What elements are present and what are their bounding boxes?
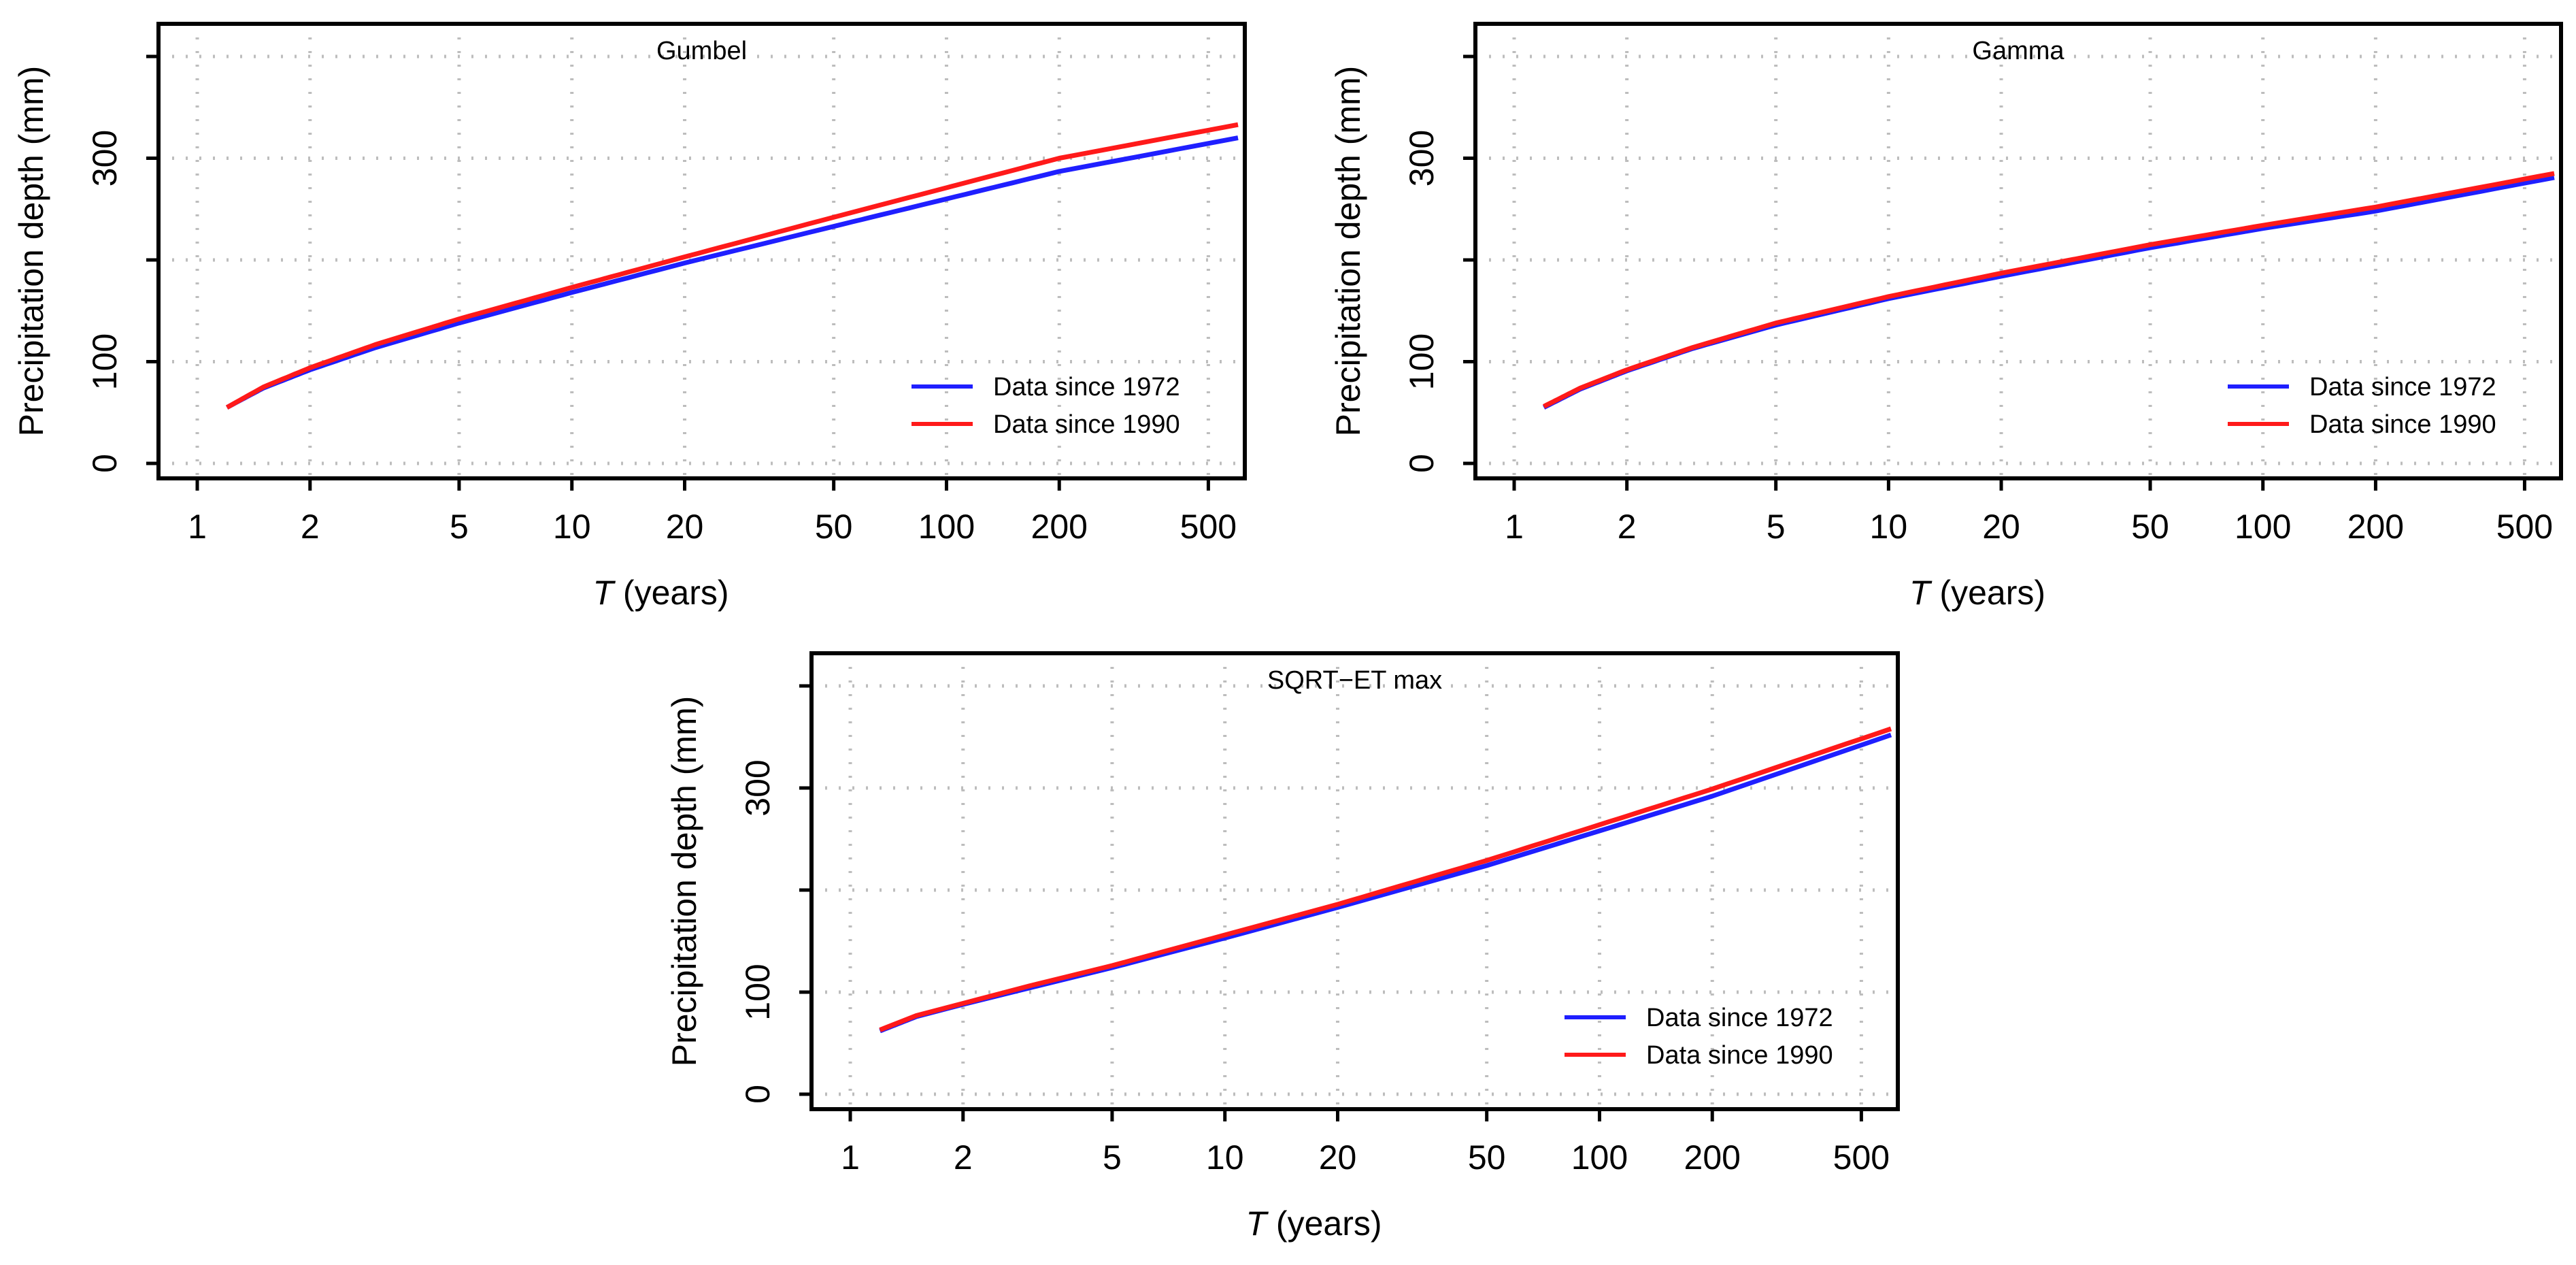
- panel-title: SQRT−ET max: [1267, 666, 1442, 695]
- x-tick-label: 10: [1206, 1138, 1244, 1177]
- panel-title: Gumbel: [656, 37, 747, 65]
- y-tick-label: 300: [86, 130, 124, 186]
- x-tick-label: 1: [188, 508, 207, 546]
- x-tick-label: 20: [1982, 508, 2020, 546]
- x-axis-label-rest: (years): [1267, 1204, 1382, 1243]
- y-tick-label: 0: [739, 1085, 777, 1104]
- x-axis-label: T (years): [1909, 574, 2045, 612]
- y-tick-label: 100: [86, 333, 124, 390]
- series-line-1990: [225, 122, 1239, 410]
- y-tick-label: 100: [1403, 333, 1441, 390]
- plot-frame: [1473, 22, 2563, 480]
- x-axis-label-italic: T: [592, 574, 616, 612]
- legend-label-1990: Data since 1990: [1646, 1041, 1833, 1070]
- x-tick-label: 10: [553, 508, 591, 546]
- x-tick-label: 5: [1103, 1138, 1122, 1177]
- x-tick-label: 2: [301, 508, 320, 546]
- legend-label-1972: Data since 1972: [1646, 1004, 1833, 1032]
- x-tick-label: 1: [1505, 508, 1524, 546]
- x-tick-label: 100: [1571, 1138, 1628, 1177]
- x-tick-label: 500: [1180, 508, 1237, 546]
- x-tick-label: 50: [1468, 1138, 1506, 1177]
- series-line-1990: [1542, 171, 2555, 409]
- series-line-1990: [879, 726, 1892, 1032]
- x-axis-label: T (years): [592, 574, 729, 612]
- y-axis-label: Precipitation depth (mm): [665, 696, 703, 1067]
- x-tick-label: 20: [666, 508, 704, 546]
- x-tick-label: 200: [1031, 508, 1088, 546]
- chart-panel-2: 1 2 5 10 20 50 100 200 500 0 100 300 Gamma T (years) P…: [1329, 22, 2563, 612]
- x-tick-label: 50: [2131, 508, 2169, 546]
- x-tick-label: 500: [2496, 508, 2553, 546]
- x-axis-label: T (years): [1245, 1204, 1382, 1243]
- chart-panel-3: 1 2 5 10 20 50 100 200 500 0 100 300 SQRT−ET max T (y…: [665, 651, 1900, 1243]
- y-tick-label: 300: [739, 759, 777, 816]
- legend-label-1990: Data since 1990: [993, 410, 1180, 439]
- legend-label-1972: Data since 1972: [993, 373, 1180, 401]
- x-tick-label: 200: [1684, 1138, 1741, 1177]
- x-tick-label: 500: [1833, 1138, 1890, 1177]
- x-tick-label: 2: [954, 1138, 973, 1177]
- panel-title: Gamma: [1972, 37, 2064, 65]
- y-tick-label: 0: [86, 454, 124, 473]
- x-tick-label: 200: [2347, 508, 2404, 546]
- plot-frame: [809, 651, 1900, 1111]
- x-tick-label: 100: [918, 508, 975, 546]
- x-tick-label: 1: [841, 1138, 860, 1177]
- y-tick-label: 0: [1403, 454, 1441, 473]
- x-tick-label: 50: [815, 508, 853, 546]
- x-axis-label-italic: T: [1245, 1204, 1269, 1243]
- chart-panel-1: 1 2 5 10 20 50 100 200 500 0 100 300 Gumbel T (years)…: [12, 22, 1247, 612]
- x-tick-label: 100: [2235, 508, 2291, 546]
- legend-label-1972: Data since 1972: [2309, 373, 2496, 401]
- x-tick-label: 10: [1870, 508, 1908, 546]
- x-tick-label: 20: [1319, 1138, 1357, 1177]
- y-tick-label: 100: [739, 964, 777, 1020]
- y-axis-label: Precipitation depth (mm): [12, 66, 50, 437]
- y-tick-label: 300: [1403, 130, 1441, 186]
- x-tick-label: 2: [1618, 508, 1637, 546]
- x-tick-label: 5: [1767, 508, 1786, 546]
- plot-frame: [156, 22, 1247, 480]
- x-axis-label-rest: (years): [1930, 574, 2045, 612]
- x-axis-label-rest: (years): [614, 574, 729, 612]
- series-line-1972: [225, 135, 1239, 410]
- legend-label-1990: Data since 1990: [2309, 410, 2496, 439]
- x-axis-label-italic: T: [1909, 574, 1933, 612]
- x-tick-label: 5: [450, 508, 469, 546]
- y-axis-label: Precipitation depth (mm): [1329, 66, 1367, 437]
